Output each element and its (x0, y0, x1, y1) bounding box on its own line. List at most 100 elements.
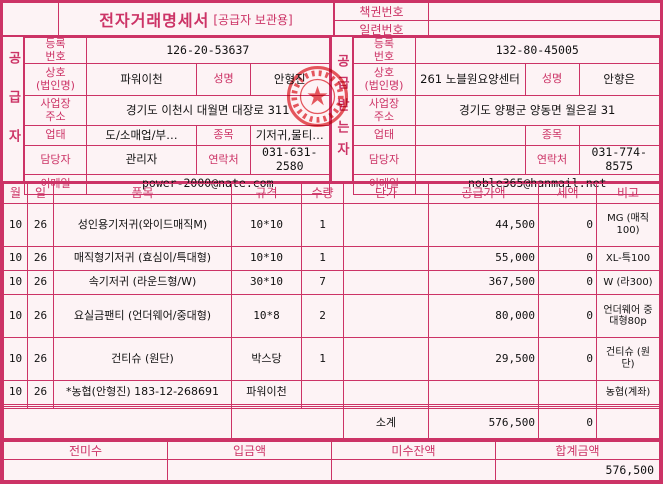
item-cell: 26 (27, 294, 54, 339)
item-cell: 성인용기저귀(와이드매직M) (53, 203, 232, 247)
supplier-biztype-value: 도/소매업/부… (86, 125, 197, 147)
item-cell (343, 270, 429, 296)
item-row: 10 26 *농협(안형진) 183-12-268691 파워이천 농협(계좌) (3, 379, 660, 406)
item-cell (343, 379, 429, 406)
outstanding-value (331, 459, 496, 481)
item-cell: 26 (27, 203, 54, 247)
book-number-label: 책권번호 (335, 3, 429, 20)
buyer-address-label: 사업장 주소 (352, 95, 416, 127)
col-month: 월 (3, 183, 28, 204)
item-cell (343, 203, 429, 247)
buyer-manager-label: 담당자 (352, 145, 416, 175)
grand-total-value: 576,500 (495, 459, 660, 481)
serial-number-label: 일련번호 (335, 21, 429, 38)
col-tax: 세액 (538, 183, 597, 204)
supplier-bizitem-label: 종목 (196, 125, 251, 147)
col-day: 일 (27, 183, 54, 204)
subtotal-supply-amount: 576,500 (428, 407, 539, 440)
supplier-manager-value: 관리자 (86, 145, 197, 175)
item-cell: 0 (538, 337, 597, 381)
item-cell: MG (매직 100) (596, 203, 660, 247)
supplier-name-value: 안형진 (250, 63, 330, 97)
header-band: 전자거래명세서 [공급자 보관용] 책권번호 일련번호 (3, 3, 660, 38)
buyer-biztype-value (414, 125, 526, 147)
supplier-phone-value: 031-631-2580 (250, 145, 330, 175)
buyer-phone-label: 연락처 (524, 145, 580, 175)
subtotal-empty-mid (231, 407, 344, 440)
col-outstanding: 미수잔액 (331, 441, 496, 460)
col-prev-balance: 전미수 (3, 441, 168, 460)
item-cell: 건티슈 (원단) (596, 337, 660, 381)
item-cell: 0 (538, 294, 597, 339)
item-cell: 10 (3, 379, 28, 406)
item-cell: 건티슈 (원단) (53, 337, 232, 381)
supplier-phone-label: 연락처 (196, 145, 251, 175)
book-number-row: 책권번호 (335, 3, 660, 21)
subtotal-row: 소계 576,500 0 (3, 407, 660, 440)
col-deposit: 입금액 (167, 441, 332, 460)
item-cell: 1 (301, 203, 344, 247)
col-qty: 수량 (301, 183, 344, 204)
item-cell: 0 (538, 245, 597, 272)
item-row: 10 26 속기저귀 (라운드형/W) 30*10 7 367,500 0 W (라300) (3, 270, 660, 296)
item-cell: 언더웨어 중대형80p (596, 294, 660, 339)
item-row: 10 26 성인용기저귀(와이드매직M) 10*10 1 44,500 0 MG (매직 10… (3, 203, 660, 247)
item-row: 10 26 매직형기저귀 (효심이/특대형) 10*10 1 55,000 0 XL-특100 (3, 245, 660, 272)
col-grand-total: 합계금액 (495, 441, 660, 460)
item-cell: 10 (3, 270, 28, 296)
supplier-block: 공급자 등록 번호 126-20-53637 상호 (법인명) 파워이천 성명 … (3, 36, 332, 195)
col-remark: 비고 (596, 183, 660, 204)
serial-number-row: 일련번호 (335, 21, 660, 38)
buyer-bizitem-value (578, 125, 660, 147)
book-number-value (429, 3, 660, 20)
item-cell: 26 (27, 337, 54, 381)
item-cell: XL-특100 (596, 245, 660, 272)
items-section: 월 일 품목 규격 수량 단가 공급가액 세액 비고 10 26 성인용기저귀(와이… (3, 183, 660, 441)
item-cell: *농협(안형진) 183-12-268691 (53, 379, 232, 406)
item-cell: 농협(계좌) (596, 379, 660, 406)
buyer-manager-value (414, 145, 526, 175)
deposit-value (167, 459, 332, 481)
item-cell: 0 (538, 203, 597, 247)
doc-numbers-block: 책권번호 일련번호 (333, 3, 660, 38)
item-cell: 55,000 (428, 245, 539, 272)
supplier-name-label: 성명 (196, 63, 251, 97)
supplier-reg-label: 등록 번호 (24, 36, 87, 65)
item-cell (343, 294, 429, 339)
buyer-role-column: 공급받는자 (332, 37, 353, 181)
supplier-address-value: 경기도 이천시 대월면 대장로 311 (86, 95, 330, 127)
document-title: 전자거래명세서 [공급자 보관용] (59, 3, 333, 35)
corner-cell (3, 3, 59, 35)
buyer-name-label: 성명 (524, 63, 580, 97)
col-spec: 규격 (231, 183, 302, 204)
item-cell: 26 (27, 245, 54, 272)
item-row: 10 26 요실금팬티 (언더웨어/중대형) 10*8 2 80,000 0 언더웨어 중대형… (3, 294, 660, 339)
items-table: 월 일 품목 규격 수량 단가 공급가액 세액 비고 10 26 성인용기저귀(와이… (3, 183, 660, 440)
buyer-bizitem-label: 종목 (524, 125, 580, 147)
item-cell: 1 (301, 245, 344, 272)
item-cell: 요실금팬티 (언더웨어/중대형) (53, 294, 232, 339)
item-cell (428, 379, 539, 406)
supplier-address-label: 사업장 주소 (24, 95, 87, 127)
supplier-company-label: 상호 (법인명) (24, 63, 87, 97)
item-cell: 10 (3, 294, 28, 339)
supplier-company-value: 파워이천 (86, 63, 197, 97)
item-cell (343, 245, 429, 272)
subtotal-empty-left (3, 407, 232, 440)
item-cell (538, 379, 597, 406)
item-cell: 44,500 (428, 203, 539, 247)
totals-table: 전미수 입금액 미수잔액 합계금액 576,500 (3, 441, 660, 481)
item-cell: 1 (301, 337, 344, 381)
buyer-biztype-label: 업태 (352, 125, 416, 147)
col-item: 품목 (53, 183, 232, 204)
supplier-reg-value: 126-20-53637 (86, 36, 330, 65)
buyer-reg-value: 132-80-45005 (414, 36, 660, 65)
item-cell (343, 337, 429, 381)
title-sub: [공급자 보관용] (213, 12, 293, 27)
item-cell: 10 (3, 203, 28, 247)
buyer-name-value: 안향은 (578, 63, 660, 97)
item-cell: 매직형기저귀 (효심이/특대형) (53, 245, 232, 272)
item-cell: 30*10 (231, 270, 302, 296)
serial-number-value (429, 21, 660, 38)
